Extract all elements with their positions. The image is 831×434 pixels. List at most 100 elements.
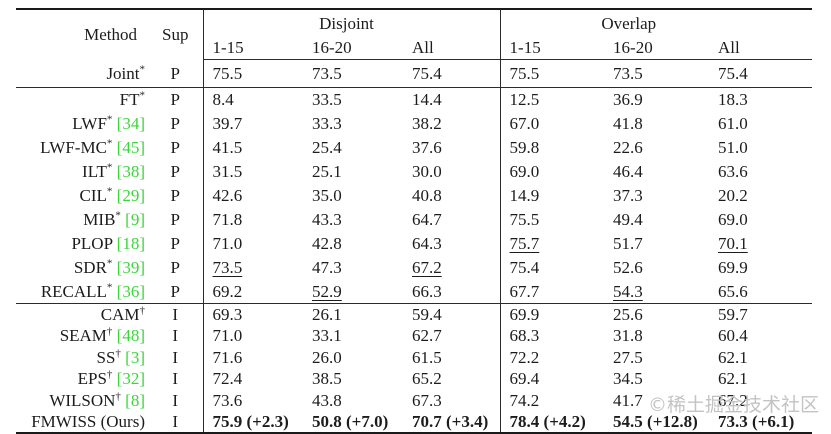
value-cell: 31.5 <box>202 159 305 184</box>
value-cell: 69.2 <box>202 279 305 304</box>
value-cell: 27.5 <box>613 347 643 367</box>
supervision-cell: P <box>170 258 180 277</box>
value-cell: 69.9 <box>499 303 603 325</box>
value-cell: 26.0 <box>312 347 342 367</box>
value-cell: 51.0 <box>718 138 748 157</box>
value-cell: 70.1 <box>718 234 748 253</box>
header-group-row: Method Sup Disjoint Overlap <box>16 9 813 43</box>
table-row: EPS† [32] I 72.4 38.5 65.2 69.4 34.5 62.1 <box>16 368 812 390</box>
column-header-disjoint-1-15: 1-15 <box>202 36 305 60</box>
value-cell: 71.0 <box>202 325 305 347</box>
value-cell: 40.8 <box>412 186 442 205</box>
value-cell: 67.2 <box>718 390 748 410</box>
value-cell: 70.7 (+3.4) <box>412 411 489 431</box>
value-cell: 8.4 <box>202 87 305 112</box>
citation-ref: [3] <box>120 347 145 367</box>
dagger-mark: † <box>106 368 113 381</box>
value-cell: 65.2 <box>412 369 442 389</box>
value-cell: 64.3 <box>412 234 442 253</box>
supervision-cell: P <box>148 59 203 88</box>
column-header-overlap-1-15: 1-15 <box>499 36 603 60</box>
value-cell: 14.4 <box>412 90 442 110</box>
method-cell: Joint* <box>16 59 148 88</box>
value-cell: 38.5 <box>312 369 342 389</box>
value-cell: 60.4 <box>718 326 748 346</box>
value-cell: 42.8 <box>312 234 342 253</box>
table-body: Joint* P 75.5 73.5 75.4 75.5 73.5 75.4 FT* P 8.4 33… <box>16 59 813 433</box>
value-cell: 42.6 <box>202 183 305 208</box>
value-cell: 78.4 (+4.2) <box>499 411 603 433</box>
value-cell: 61.5 <box>412 347 442 367</box>
value-cell: 54.3 <box>613 281 643 301</box>
table-row: FT* P 8.4 33.5 14.4 12.5 36.9 18.3 <box>16 87 812 112</box>
table-row: SEAM† [48] I 71.0 33.1 62.7 68.3 31.8 60.4 <box>16 325 812 347</box>
method-cell: FT* <box>16 88 148 112</box>
method-cell: PLOP [18] <box>16 232 148 256</box>
table-row: PLOP [18] P 71.0 42.8 64.3 75.7 51.7 70.1 <box>16 231 812 256</box>
column-header-method: Method <box>84 25 137 45</box>
value-cell: 75.7 <box>499 231 603 256</box>
method-name: MIB <box>83 210 116 229</box>
method-cell: CAM† <box>16 303 148 325</box>
table-row: Joint* P 75.5 73.5 75.4 75.5 73.5 75.4 <box>16 59 813 88</box>
citation-ref: [45] <box>112 138 145 157</box>
value-cell: 74.2 <box>499 389 603 411</box>
asterisk-mark: * <box>115 209 121 222</box>
table-row: SDR* [39] P 73.5 47.3 67.2 75.4 52.6 69.9 <box>16 255 812 280</box>
value-cell: 62.7 <box>412 326 442 346</box>
asterisk-mark: * <box>139 63 146 76</box>
value-cell: 20.2 <box>718 186 748 205</box>
supervision-cell: I <box>172 347 179 367</box>
value-cell: 61.0 <box>718 114 748 133</box>
table-row: FMWISS (Ours) I 75.9 (+2.3) 50.8 (+7.0) 70.7… <box>16 411 812 433</box>
value-cell: 66.3 <box>412 281 442 301</box>
asterisk-mark: * <box>106 185 113 198</box>
value-cell: 65.6 <box>718 281 748 301</box>
citation-ref: [48] <box>112 326 145 346</box>
method-name: WILSON <box>49 390 116 410</box>
value-cell: 69.0 <box>718 210 748 229</box>
method-name: FT <box>119 90 140 110</box>
method-name: Joint <box>106 63 140 83</box>
dagger-mark: † <box>106 325 113 338</box>
method-name: SS <box>96 347 116 367</box>
value-cell: 33.3 <box>312 114 342 133</box>
method-cell: MIB* [9] <box>16 208 148 232</box>
value-cell: 41.5 <box>202 135 305 160</box>
asterisk-mark: * <box>106 281 113 294</box>
value-cell: 36.9 <box>613 90 643 110</box>
value-cell: 75.4 <box>407 59 501 88</box>
column-header-disjoint-16-20: 16-20 <box>305 36 407 60</box>
value-cell: 18.3 <box>718 90 748 110</box>
value-cell: 35.0 <box>312 186 342 205</box>
method-name: ILT <box>82 162 107 181</box>
value-cell: 69.0 <box>499 159 603 184</box>
method-cell: SEAM† [48] <box>16 325 148 347</box>
citation-ref: [34] <box>112 114 145 133</box>
method-cell: ILT* [38] <box>16 160 148 184</box>
value-cell: 12.5 <box>499 87 603 112</box>
value-cell: 73.5 <box>202 255 305 280</box>
value-cell: 37.6 <box>412 138 442 157</box>
table-row: CAM† I 69.3 26.1 59.4 69.9 25.6 59.7 <box>16 303 813 325</box>
method-cell: FMWISS (Ours) <box>16 411 148 433</box>
value-cell: 43.8 <box>312 390 342 410</box>
asterisk-mark: * <box>106 137 113 150</box>
method-name: CAM <box>100 305 140 324</box>
table-row: MIB* [9] P 71.8 43.3 64.7 75.5 49.4 69.0 <box>16 207 812 232</box>
value-cell: 75.5 <box>202 59 305 88</box>
value-cell: 38.2 <box>412 114 442 133</box>
method-name: SDR <box>73 258 107 277</box>
value-cell: 69.3 <box>202 303 305 325</box>
supervision-cell: P <box>170 210 180 229</box>
column-header-overlap-all: All <box>712 36 813 60</box>
value-cell: 73.3 (+6.1) <box>718 411 795 431</box>
table-header: Method Sup Disjoint Overlap 1-15 16-20 A… <box>16 9 813 60</box>
method-cell: EPS† [32] <box>16 368 148 390</box>
header-sub-row: 1-15 16-20 All 1-15 16-20 All <box>16 36 813 60</box>
value-cell: 71.0 <box>202 231 305 256</box>
value-cell: 59.4 <box>407 303 501 325</box>
table-row: LWF-MC* [45] P 41.5 25.4 37.6 59.8 22.6 51.0 <box>16 135 812 160</box>
method-name: PLOP <box>71 234 113 253</box>
table-row: CIL* [29] P 42.6 35.0 40.8 14.9 37.3 20.2 <box>16 183 812 208</box>
